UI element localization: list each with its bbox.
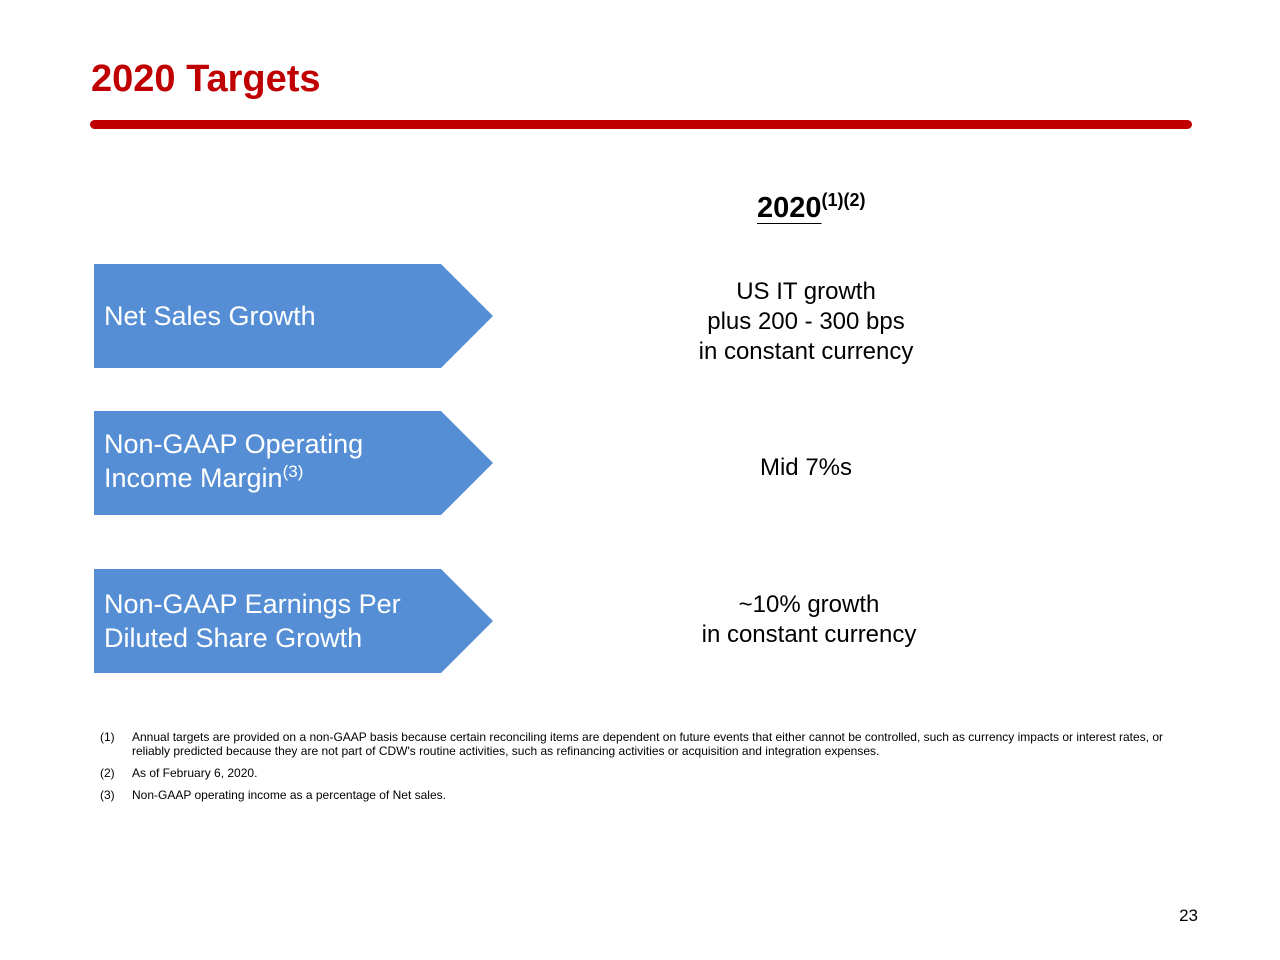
column-header-footnote-refs: (1)(2)	[821, 190, 866, 210]
title-divider	[90, 120, 1192, 129]
arrow-net-sales-growth: Net Sales Growth	[94, 264, 493, 368]
label-line: Non-GAAP Earnings Per	[104, 589, 401, 619]
value-line: US IT growth	[736, 278, 876, 305]
page-number: 23	[1179, 906, 1198, 925]
footnote-text: As of February 6, 2020.	[132, 766, 258, 780]
value-line: plus 200 - 300 bps	[707, 308, 905, 335]
footnote: (2) As of February 6, 2020.	[100, 766, 1200, 780]
row-value-operating-income-margin: Mid 7%s	[600, 453, 1012, 483]
row-label: Non-GAAP Operating Income Margin(3)	[104, 427, 363, 495]
row-value-eps-growth: ~10% growth in constant currency	[603, 590, 1015, 650]
row-value-net-sales-growth: US IT growth plus 200 - 300 bps in const…	[600, 277, 1012, 367]
page-title: 2020 Targets	[91, 58, 321, 100]
value-line: in constant currency	[698, 338, 914, 365]
footnote-text: Annual targets are provided on a non-GAA…	[132, 730, 1164, 758]
row-label: Net Sales Growth	[104, 301, 316, 331]
value-line: Mid 7%s	[759, 454, 853, 481]
footnote: (3) Non-GAAP operating income as a percen…	[100, 788, 1200, 802]
footnote-ref: (3)	[282, 462, 304, 481]
footnotes: (1) Annual targets are provided on a non-…	[100, 730, 1200, 810]
column-header: 2020(1)(2)	[757, 190, 866, 225]
value-line: in constant currency	[701, 621, 917, 648]
value-line: ~10% growth	[738, 591, 880, 618]
label-line: Non-GAAP Operating	[104, 429, 364, 459]
arrow-operating-income-margin: Non-GAAP Operating Income Margin(3)	[94, 411, 493, 515]
label-line: Income Margin	[104, 463, 283, 493]
footnote: (1) Annual targets are provided on a non-…	[100, 730, 1200, 758]
footnote-number: (1)	[100, 730, 115, 744]
footnote-number: (3)	[100, 788, 115, 802]
footnote-number: (2)	[100, 766, 115, 780]
row-label: Non-GAAP Earnings Per Diluted Share Grow…	[104, 587, 401, 655]
label-line: Diluted Share Growth	[104, 623, 363, 653]
arrow-eps-growth: Non-GAAP Earnings Per Diluted Share Grow…	[94, 569, 493, 673]
column-header-year: 2020	[757, 192, 822, 224]
footnote-text: Non-GAAP operating income as a percentag…	[132, 788, 446, 802]
